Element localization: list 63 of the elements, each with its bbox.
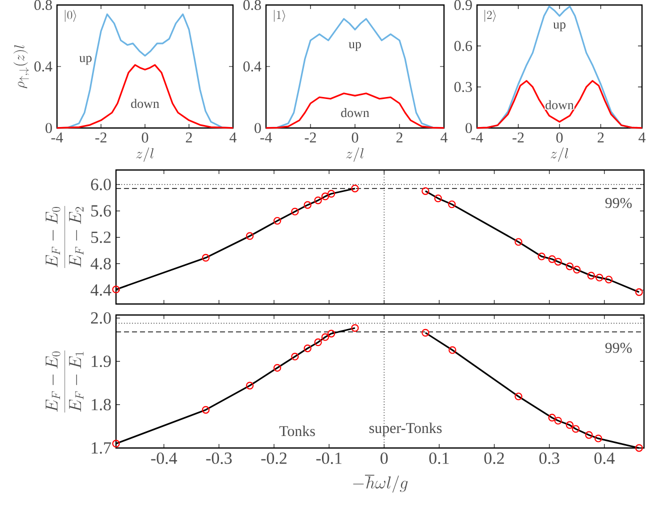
y-axis-title: $\rho_{\uparrow,\downarrow}(z)l$ (13, 45, 29, 88)
x-tick-label: -0.2 (261, 452, 286, 464)
x-tick-label: -4 (471, 132, 483, 142)
x-tick-label: 4 (230, 132, 236, 142)
y-tick-label: 0.8 (243, 0, 261, 10)
x-axis-title: $z/l$ (136, 147, 154, 162)
y-axis-title: $\frac{E_F - E_0}{E_F - E_2}$ (46, 206, 84, 268)
y-tick-label: 5.2 (91, 232, 111, 244)
y-tick-label: 4.4 (90, 284, 112, 296)
x-tick-label: -2 (304, 132, 316, 142)
x-tick-label: 0.3 (539, 452, 560, 464)
x-tick-label: 0 (352, 132, 358, 143)
x-axis-title: $z/l$ (346, 147, 364, 162)
y-tick-label: 0 (466, 122, 472, 134)
annotation: Tonks (279, 426, 315, 436)
x-tick-label: 0.2 (484, 452, 504, 464)
annotation: super-Tonks (369, 422, 442, 436)
x-tick-label: -0.4 (151, 452, 178, 464)
y-tick-label: 0.4 (34, 61, 52, 72)
x-tick-label: 4 (440, 132, 448, 142)
x-axis-title: $-\hbar\omega l/g$ (353, 474, 408, 493)
x-tick-label: -0.3 (206, 452, 232, 464)
y-axis-title: $\frac{E_F - E_0}{E_F - E_1}$ (46, 350, 84, 413)
y-tick-label: 0.4 (243, 61, 262, 72)
annotation: 99% (605, 198, 632, 208)
x-tick-label: -2 (512, 132, 524, 142)
x-tick-label: 0 (380, 452, 388, 464)
x-tick-label: -4 (51, 132, 63, 142)
y-tick-label: 0 (254, 122, 261, 134)
y-tick-label: 0.3 (454, 82, 472, 92)
x-tick-label: 0.4 (594, 452, 615, 464)
x-tick-label: 0.1 (429, 452, 449, 464)
series-label: down (131, 98, 160, 108)
annotation: 99% (605, 342, 632, 353)
x-tick-label: 2 (186, 132, 192, 142)
series-label: down (546, 100, 574, 110)
x-axis-title: $z/l$ (550, 147, 568, 162)
series-label: down (341, 108, 370, 118)
y-tick-label: 6.0 (91, 178, 111, 190)
y-tick-label: 0.6 (454, 40, 472, 52)
y-tick-label: 4.8 (90, 258, 111, 270)
x-tick-label: 0 (142, 132, 148, 143)
y-tick-label: 0.8 (34, 0, 52, 10)
x-tick-label: 2 (396, 132, 402, 142)
series-label: up (79, 56, 92, 65)
annotation: $|2\rangle$ (484, 10, 496, 22)
y-tick-label: 1.8 (92, 398, 111, 410)
series-label: up (348, 42, 361, 51)
x-tick-label: 0 (556, 132, 563, 143)
y-tick-label: 2.0 (91, 312, 111, 324)
x-tick-label: -0.1 (316, 452, 342, 464)
x-tick-label: -2 (95, 132, 106, 142)
y-tick-label: 0 (46, 122, 52, 134)
annotation: $|1\rangle$ (274, 10, 286, 22)
x-tick-label: -4 (260, 132, 272, 142)
y-tick-label: 1.7 (92, 442, 112, 454)
x-tick-label: 4 (638, 132, 646, 142)
y-tick-label: 5.6 (91, 205, 111, 217)
annotation: $|0\rangle$ (64, 10, 76, 22)
y-tick-label: 0.9 (454, 0, 472, 10)
x-tick-label: 2 (598, 132, 604, 142)
series-label: up (553, 22, 566, 32)
y-tick-label: 1.9 (92, 356, 111, 368)
